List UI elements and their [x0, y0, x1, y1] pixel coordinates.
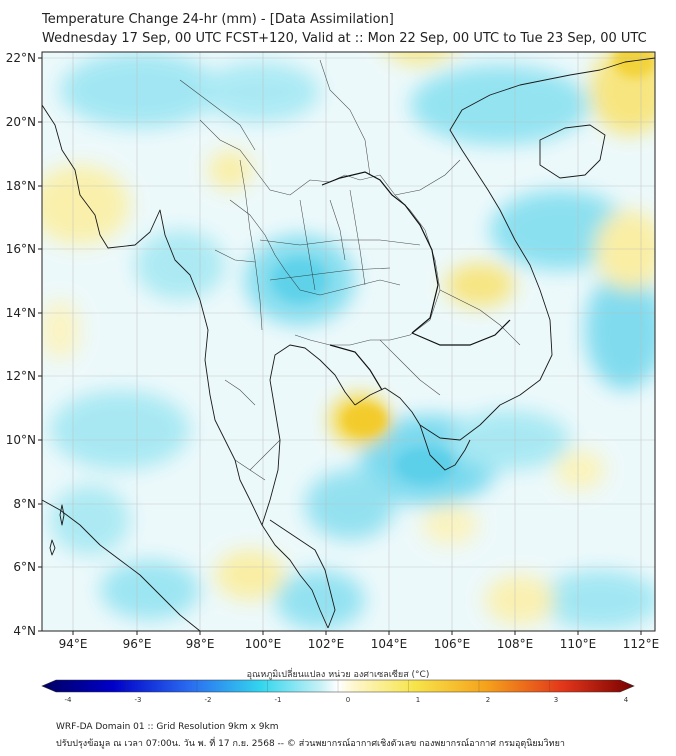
colorbar-tick-4: 4 [624, 696, 629, 704]
colorbar-tick-m3: -3 [135, 696, 142, 704]
colorbar-title: อุณหภูมิเปลี่ยนแปลง หน่วย องศาเซลเซียส (… [246, 670, 430, 680]
colorbar-tick-m4: -4 [65, 696, 73, 704]
lat-label-14: 14°N [6, 306, 36, 320]
lon-label-106: 106°E [434, 637, 471, 651]
lon-label-104: 104°E [371, 637, 408, 651]
lat-label-20: 20°N [6, 115, 36, 129]
lon-label-96: 96°E [123, 637, 152, 651]
lat-label-18: 18°N [6, 179, 36, 193]
country-borders [321, 171, 511, 391]
lon-label-108: 108°E [497, 637, 534, 651]
map-subtitle: Wednesday 17 Sep, 00 UTC FCST+120, Valid… [42, 31, 647, 46]
lon-label-100: 100°E [245, 637, 282, 651]
lon-label-94: 94°E [59, 637, 88, 651]
graticule [42, 52, 655, 631]
temperature-field [42, 52, 655, 631]
colorbar-tick-m1: -1 [275, 696, 282, 704]
footer-model-info: WRF-DA Domain 01 :: Grid Resolution 9km … [56, 722, 279, 732]
lat-label-10: 10°N [6, 433, 36, 447]
colorbar-tick-2: 2 [486, 696, 490, 704]
lat-label-8: 8°N [13, 497, 36, 511]
colorbar-tick-1: 1 [416, 696, 420, 704]
coastlines [42, 57, 655, 631]
map-title: Temperature Change 24-hr (mm) - [Data As… [42, 12, 394, 27]
lat-label-6: 6°N [13, 560, 36, 574]
map-frame [41, 51, 656, 632]
footer-update-info: ปรับปรุงข้อมูล ณ เวลา 07:00น. วัน พ. ที่… [56, 739, 565, 749]
lon-label-112: 112°E [623, 637, 660, 651]
colorbar-tick-0: 0 [346, 696, 350, 704]
colorbar-tick-3: 3 [554, 696, 558, 704]
colorbar: -4 -3 -2 -1 0 1 2 3 4 [41, 679, 635, 704]
lon-label-98: 98°E [186, 637, 215, 651]
colorbar-tick-m2: -2 [205, 696, 212, 704]
lat-label-12: 12°N [6, 369, 36, 383]
lat-label-22: 22°N [6, 51, 36, 65]
latitude-axis: 22°N 20°N 18°N 16°N 14°N 12°N 10°N 8°N 6… [6, 51, 42, 638]
colorbar-bar [41, 679, 635, 693]
lon-label-102: 102°E [308, 637, 345, 651]
lon-label-110: 110°E [560, 637, 597, 651]
lat-label-16: 16°N [6, 242, 36, 256]
lat-label-4: 4°N [13, 624, 36, 638]
longitude-axis: 94°E 96°E 98°E 100°E 102°E 104°E 106°E 1… [59, 631, 660, 651]
